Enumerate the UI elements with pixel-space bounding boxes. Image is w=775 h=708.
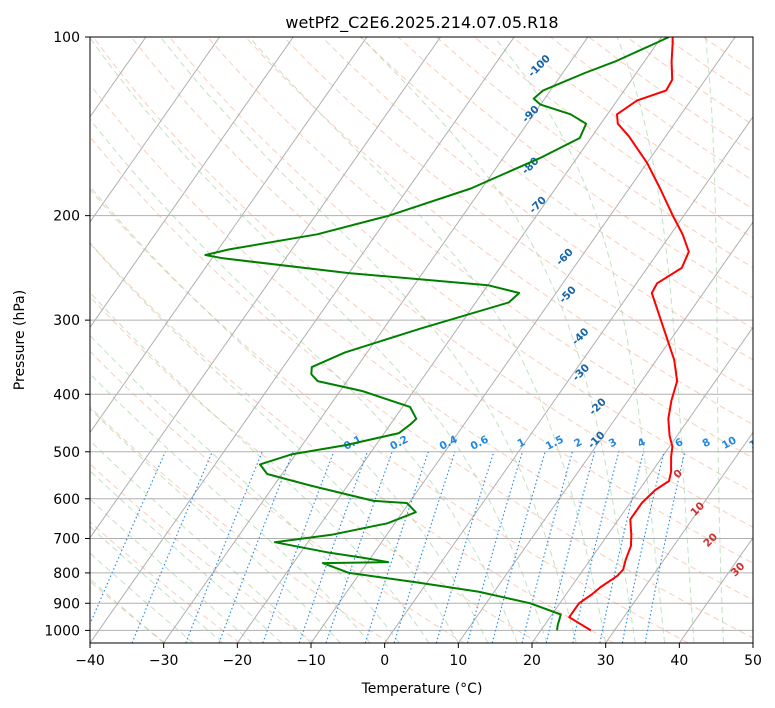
isotherm-line xyxy=(310,37,736,643)
mixing-ratio-line xyxy=(435,451,495,643)
y-tick-label: 1000 xyxy=(44,623,80,639)
y-tick-label: 200 xyxy=(53,209,80,225)
y-tick-label: 700 xyxy=(53,532,80,548)
dry-adiabat-line xyxy=(90,406,390,643)
mixing-ratio-line xyxy=(491,451,546,643)
x-tick-label: 0 xyxy=(380,653,389,669)
dry-adiabat-line xyxy=(359,37,753,330)
isotherm-line xyxy=(678,536,753,643)
dry-adiabat-line xyxy=(90,242,614,643)
x-tick-label: 40 xyxy=(670,653,688,669)
x-tick-label: 30 xyxy=(597,653,615,669)
moist-adiabat-line xyxy=(90,373,371,643)
profile-lines xyxy=(204,37,690,632)
mixing-ratio-line xyxy=(466,451,523,643)
x-axis-label: Temperature (°C) xyxy=(361,681,483,697)
isotherm-line xyxy=(531,326,753,643)
x-tick-label: −40 xyxy=(75,653,105,669)
mixing-ratio-label: 13 xyxy=(747,434,766,451)
x-tick-label: 50 xyxy=(744,653,762,669)
moist-adiabat-line xyxy=(493,37,666,643)
y-tick-label: 500 xyxy=(53,445,80,461)
isotherm-line xyxy=(90,37,515,643)
isotherm-line xyxy=(90,37,368,434)
moist-adiabat-line xyxy=(248,37,607,643)
moist-adiabat-line xyxy=(616,37,695,643)
moist-adiabat-line xyxy=(90,552,194,643)
isotherm-line xyxy=(457,221,753,643)
mixing-ratio-line xyxy=(262,451,335,643)
dry-adiabat-line xyxy=(169,37,753,493)
axis-ticks: −40 −30 −20 −10 0 10 20 30 40 50 100 200 300 400 500 60… xyxy=(44,30,762,669)
isotherm-line xyxy=(90,37,220,223)
mixing-ratio-line xyxy=(218,451,294,643)
x-tick-label: −30 xyxy=(149,653,179,669)
moist-adiabat-line xyxy=(90,334,400,643)
x-tick-label: −10 xyxy=(296,653,326,669)
background-lines xyxy=(90,37,753,643)
y-tick-label: 600 xyxy=(53,492,80,508)
isotherm-line xyxy=(163,37,589,643)
mixing-ratio-line xyxy=(545,451,596,643)
dry-adiabat-line xyxy=(92,37,753,564)
mixing-ratio-line xyxy=(599,451,645,643)
mixing-ratio-line xyxy=(364,451,429,643)
y-tick-label: 400 xyxy=(53,387,80,403)
y-tick-label: 900 xyxy=(53,596,80,612)
mixing-ratio-line xyxy=(572,451,620,643)
dry-adiabat-line xyxy=(90,83,753,601)
x-tick-label: −20 xyxy=(223,653,253,669)
moist-adiabat-line xyxy=(90,185,489,643)
plot-frame xyxy=(89,36,754,644)
y-tick-label: 100 xyxy=(53,30,80,46)
dry-adiabat-line xyxy=(207,37,753,459)
mixing-ratio-line xyxy=(393,451,456,643)
moist-adiabat-line xyxy=(705,37,724,643)
moist-adiabat-line xyxy=(90,291,430,643)
mixing-ratio-line xyxy=(325,451,393,643)
dry-adiabat-line xyxy=(90,188,689,643)
isotherm-line xyxy=(236,37,662,643)
isotherm-line xyxy=(384,115,753,643)
moist-adiabat-line xyxy=(90,578,165,643)
dry-adiabat-line xyxy=(397,37,753,299)
dry-adiabat-line xyxy=(90,463,315,643)
chart-title: wetPf2_C2E6.2025.214.07.05.R18 xyxy=(285,13,558,33)
isotherm-line xyxy=(90,37,441,539)
y-tick-label: 300 xyxy=(53,313,80,329)
mixing-ratio-line xyxy=(131,451,213,643)
moist-adiabat-line xyxy=(90,242,459,643)
moist-adiabat-line xyxy=(360,37,636,643)
moist-adiabat-line xyxy=(160,37,577,643)
moist-adiabat-line xyxy=(90,118,518,643)
moist-adiabat-line xyxy=(90,525,223,643)
dry-adiabat-line xyxy=(130,37,753,528)
x-tick-label: 10 xyxy=(449,653,467,669)
moist-adiabat-line xyxy=(90,37,548,643)
y-axis-label: Pressure (hPa) xyxy=(12,290,28,390)
dry-adiabat-line xyxy=(90,350,465,643)
moist-adiabat-line xyxy=(90,498,253,643)
mixing-ratio-line xyxy=(521,451,573,643)
y-tick-label: 800 xyxy=(53,566,80,582)
mixing-ratio-line xyxy=(185,451,263,643)
x-tick-label: 20 xyxy=(523,653,541,669)
isotherm-line xyxy=(605,431,753,643)
dewpoint-profile-line xyxy=(204,37,670,631)
dry-adiabat-line xyxy=(90,296,540,643)
mixing-ratio-line xyxy=(90,451,166,626)
temperature-profile-line xyxy=(568,37,690,632)
isotherm-line xyxy=(90,37,294,329)
